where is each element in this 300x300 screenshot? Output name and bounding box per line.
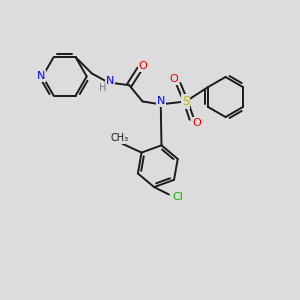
Text: O: O bbox=[169, 74, 178, 84]
Text: N: N bbox=[106, 76, 114, 86]
Text: N: N bbox=[37, 71, 45, 81]
Text: O: O bbox=[193, 118, 201, 128]
Text: Cl: Cl bbox=[172, 192, 183, 203]
Text: N: N bbox=[157, 96, 165, 106]
Text: O: O bbox=[139, 61, 148, 71]
Text: CH₃: CH₃ bbox=[110, 133, 128, 143]
Text: H: H bbox=[99, 82, 106, 93]
Text: S: S bbox=[182, 95, 190, 108]
